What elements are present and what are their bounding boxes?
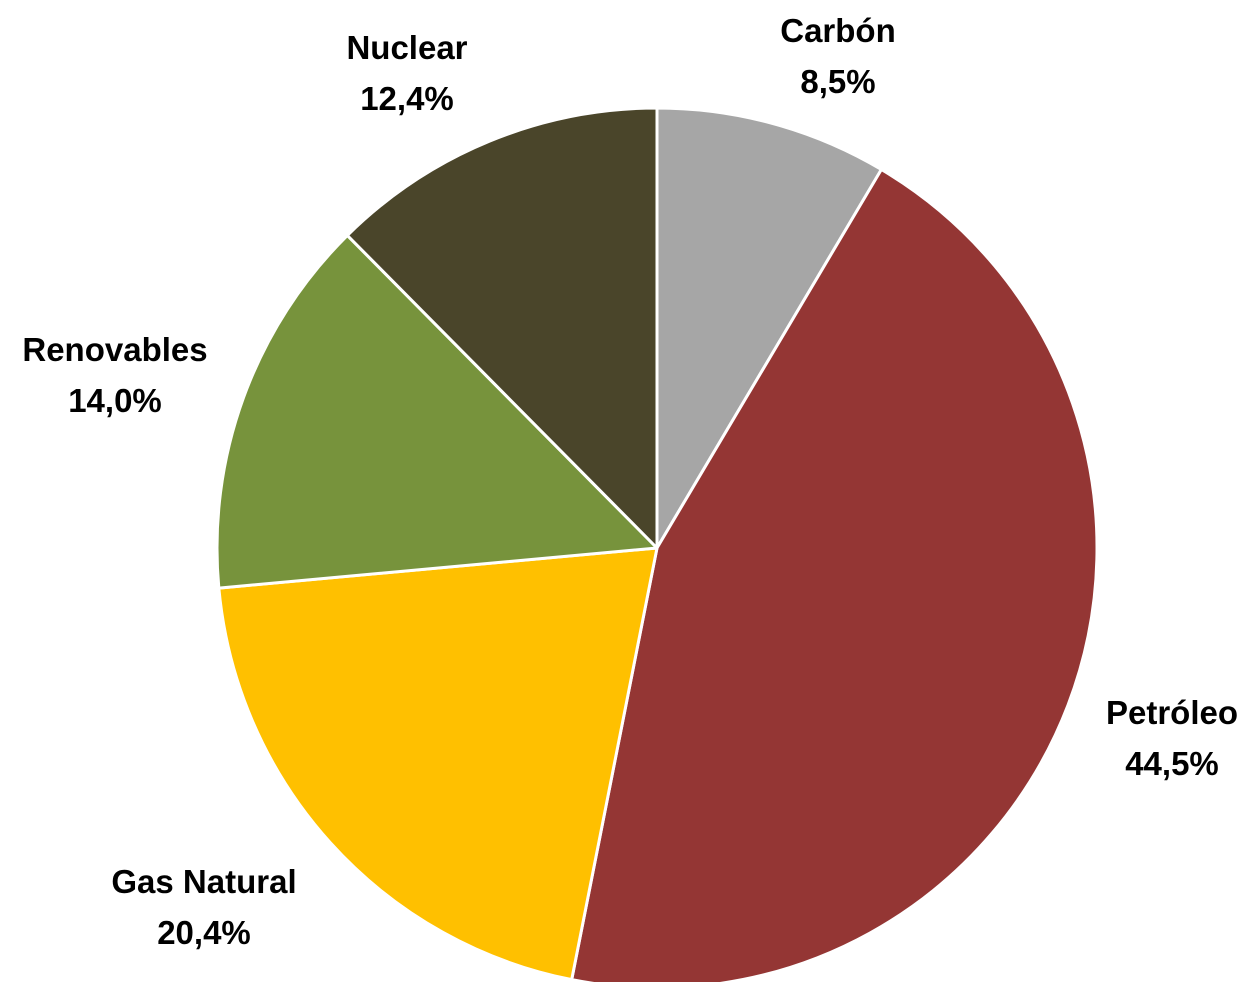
pie-slice-renovables [215, 233, 659, 590]
data-label-category: Petróleo [1106, 694, 1238, 731]
pie-slices [215, 106, 1099, 982]
data-label-carbón: Carbón 8,5% [780, 12, 896, 100]
data-label-value: 12,4% [360, 80, 454, 117]
data-label-petróleo: Petróleo 44,5% [1106, 694, 1238, 782]
data-label-category: Carbón [780, 12, 896, 49]
pie-slice-petróleo [570, 168, 1099, 982]
data-label-value: 44,5% [1125, 745, 1219, 782]
pie-slice-carbón [655, 106, 883, 550]
data-label-value: 20,4% [157, 914, 251, 951]
data-label-category: Renovables [22, 331, 207, 368]
data-label-value: 14,0% [68, 382, 162, 419]
data-label-renovables: Renovables 14,0% [22, 331, 207, 419]
pie-slice-nuclear [345, 106, 659, 550]
data-label-gas-natural: Gas Natural 20,4% [111, 863, 296, 951]
data-label-value: 8,5% [800, 63, 875, 100]
data-label-category: Nuclear [346, 29, 467, 66]
pie-labels: Carbón 8,5% Petróleo 44,5% Gas Natural 20,4% R… [22, 12, 1238, 951]
pie-slice-gas-natural [217, 546, 659, 982]
data-label-nuclear: Nuclear 12,4% [346, 29, 467, 117]
data-label-category: Gas Natural [111, 863, 296, 900]
